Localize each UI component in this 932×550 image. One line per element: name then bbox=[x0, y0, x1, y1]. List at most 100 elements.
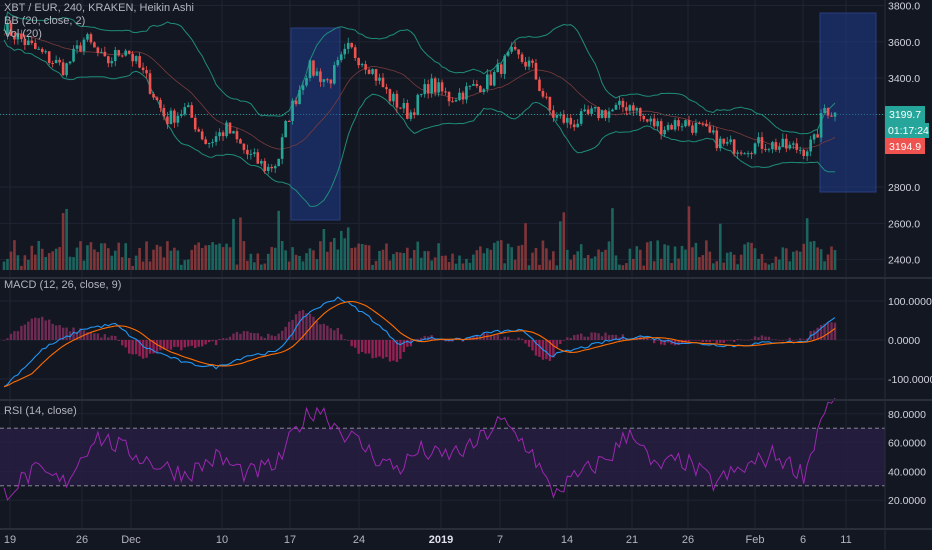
volume-bar bbox=[350, 248, 353, 270]
volume-bar bbox=[346, 227, 350, 270]
macd-histogram-bar bbox=[298, 311, 301, 340]
y-tick-label: 3800.0 bbox=[888, 0, 920, 12]
candles bbox=[6, 19, 837, 175]
volume-bar bbox=[670, 263, 673, 270]
macd-histogram-bar bbox=[329, 328, 333, 340]
macd-histogram-bar bbox=[816, 327, 819, 340]
candle-body bbox=[750, 153, 753, 155]
candle-body bbox=[86, 34, 89, 40]
macd-histogram-bar bbox=[395, 340, 399, 362]
macd-histogram-bar bbox=[833, 322, 837, 340]
volume-bar bbox=[771, 262, 774, 270]
volume-bar bbox=[263, 263, 267, 270]
volume-bar bbox=[336, 249, 340, 270]
candle-body bbox=[743, 153, 746, 155]
macd-histogram-bar bbox=[44, 320, 47, 340]
volume-bar bbox=[809, 241, 812, 270]
volume-bar bbox=[680, 245, 684, 270]
volume-bar bbox=[802, 243, 806, 270]
candle-body bbox=[364, 64, 367, 70]
macd-histogram-bar bbox=[340, 334, 343, 340]
volume-bar bbox=[406, 247, 409, 270]
candle-body bbox=[103, 51, 107, 57]
volume-bar bbox=[385, 243, 388, 270]
macd-histogram-bar bbox=[96, 333, 100, 340]
x-tick-label: 26 bbox=[682, 534, 694, 546]
countdown-tag: 01:17:24 bbox=[885, 123, 929, 138]
candle-body bbox=[239, 139, 242, 144]
volume-bar bbox=[764, 262, 767, 270]
volume-bar bbox=[437, 243, 440, 270]
macd-histogram-bar bbox=[819, 324, 823, 340]
volume-bar bbox=[684, 249, 687, 270]
volume-bar bbox=[298, 255, 301, 270]
volume-bar bbox=[2, 261, 6, 270]
volume-bar bbox=[395, 252, 399, 270]
candle-body bbox=[183, 107, 187, 115]
macd-histogram-bar bbox=[652, 340, 656, 344]
candle-body bbox=[638, 108, 642, 116]
volume-bar bbox=[527, 265, 531, 270]
volume-bar bbox=[795, 250, 799, 270]
candle-body bbox=[451, 101, 454, 103]
candle-body bbox=[162, 107, 166, 117]
x-tick-label: Dec bbox=[121, 534, 141, 546]
candle-body bbox=[235, 131, 239, 140]
macd-histogram-bar bbox=[510, 339, 513, 340]
candle-body bbox=[680, 126, 684, 128]
macd-histogram-bar bbox=[715, 340, 718, 344]
volume-bar bbox=[294, 254, 298, 270]
candle-body bbox=[75, 45, 79, 49]
volume-bar bbox=[242, 241, 246, 270]
macd-histogram-bar bbox=[173, 340, 176, 347]
macd-histogram-bar bbox=[426, 336, 430, 340]
volume-bar bbox=[68, 256, 72, 270]
volume-bar bbox=[805, 218, 809, 270]
volume-bar bbox=[652, 261, 656, 270]
macd-histogram-bar bbox=[86, 332, 89, 340]
volume-bar bbox=[499, 240, 503, 270]
volume-bar bbox=[319, 241, 322, 270]
highlight-box bbox=[290, 27, 341, 221]
candle-body bbox=[402, 103, 406, 109]
volume-bar bbox=[207, 245, 211, 270]
volume-bar bbox=[381, 249, 385, 270]
candle-body bbox=[110, 61, 114, 64]
rsi-legend: RSI (14, close) bbox=[4, 405, 77, 417]
volume-bar bbox=[190, 249, 194, 270]
macd-histogram-bar bbox=[291, 319, 294, 340]
volume-bar bbox=[329, 241, 333, 270]
candle-body bbox=[47, 51, 51, 63]
volume-bar bbox=[545, 248, 548, 270]
candle-body bbox=[315, 71, 319, 76]
volume-bar bbox=[534, 248, 538, 270]
candle-body bbox=[346, 42, 350, 49]
macd-histogram-bar bbox=[579, 333, 583, 340]
x-tick-label: Feb bbox=[746, 534, 765, 546]
candle-body bbox=[430, 78, 433, 94]
macd-histogram-bar bbox=[520, 338, 524, 340]
macd-histogram-bar bbox=[659, 340, 663, 345]
candle-body bbox=[767, 149, 771, 151]
macd-histogram-bar bbox=[600, 336, 604, 340]
volume-bar bbox=[44, 256, 48, 270]
last-price-tag: 3199.7 bbox=[885, 106, 925, 123]
volume-bar bbox=[600, 251, 604, 270]
macd-histogram-bar bbox=[767, 336, 771, 340]
macd-histogram-bar bbox=[305, 313, 308, 340]
macd-histogram-bar bbox=[256, 333, 260, 340]
macd-histogram-bar bbox=[207, 340, 211, 343]
candle-body bbox=[374, 69, 378, 81]
volume-bar bbox=[256, 253, 260, 270]
volume-bar bbox=[583, 258, 586, 270]
volume-bar bbox=[169, 250, 173, 270]
candle-body bbox=[712, 130, 715, 133]
rsi-tick-label: 80.0000 bbox=[888, 409, 926, 421]
candle-body bbox=[426, 84, 430, 94]
macd-histogram-bar bbox=[402, 340, 406, 352]
volume-bar bbox=[30, 245, 34, 270]
macd-histogram-bar bbox=[604, 332, 607, 340]
candle-body bbox=[54, 59, 58, 64]
macd-histogram-bar bbox=[781, 340, 785, 341]
candle-body bbox=[33, 43, 37, 49]
